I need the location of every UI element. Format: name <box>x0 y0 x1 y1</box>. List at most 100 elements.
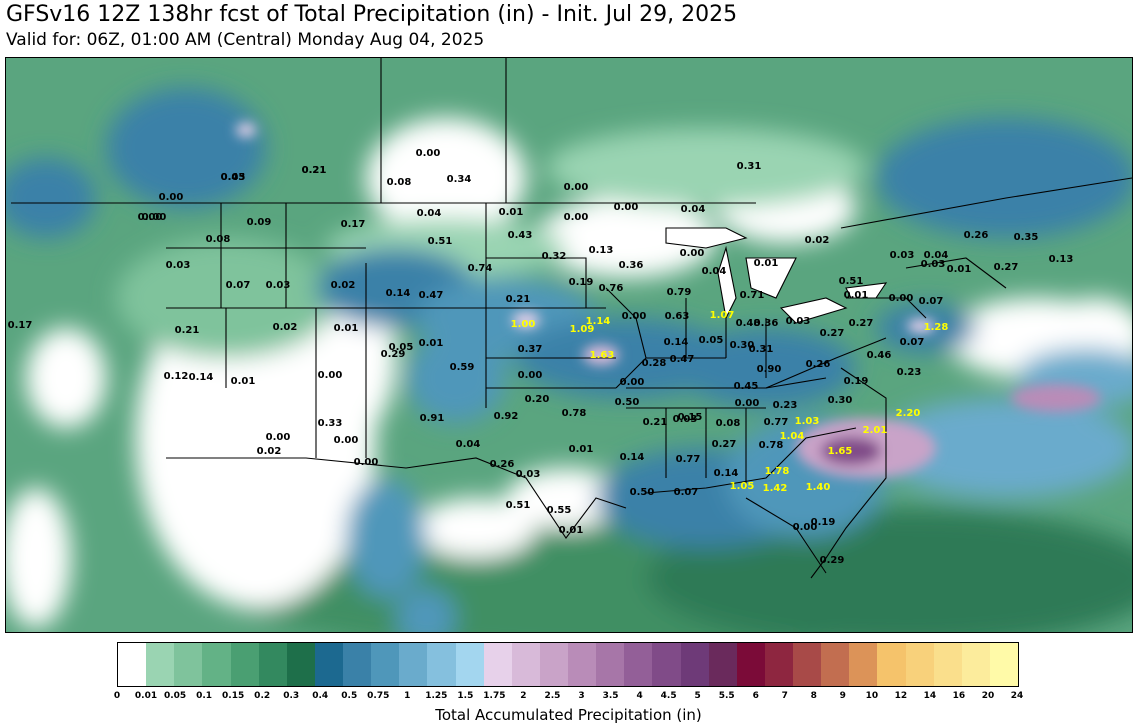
precip-value-label-highlight: 1.78 <box>765 466 790 477</box>
precip-value-label: 0.03 <box>921 259 946 270</box>
precip-value-label: 0.31 <box>749 344 774 355</box>
boundaries <box>11 58 1132 579</box>
colorbar-tick-label: 5.5 <box>718 691 735 701</box>
precip-value-label: 0.63 <box>665 311 690 322</box>
colorbar-label: Total Accumulated Precipitation (in) <box>435 706 702 724</box>
precip-value-label: 0.01 <box>334 323 359 334</box>
colorbar-tick-label: 0.2 <box>254 691 271 701</box>
map-title: GFSv16 12Z 138hr fcst of Total Precipita… <box>6 2 738 27</box>
precip-value-label: 0.23 <box>773 400 798 411</box>
precip-value-label: 0.12 <box>164 371 189 382</box>
precip-value-label: 0.00 <box>564 212 589 223</box>
precip-value-label: 0.01 <box>754 258 779 269</box>
precip-value-label-highlight: 1.40 <box>806 482 831 493</box>
precip-value-label: 0.35 <box>1014 232 1039 243</box>
precip-value-label: 0.21 <box>302 165 327 176</box>
precip-value-label: 0.00 <box>138 212 163 223</box>
precip-value-label: 0.02 <box>273 322 298 333</box>
map-canvas: 0.430.210.000.08 0.340.000.000.000.00 0.04… <box>6 58 1132 632</box>
colorbar-swatch <box>764 643 793 686</box>
colorbar-swatch <box>118 643 147 686</box>
precip-value-label: 0.14 <box>386 288 411 299</box>
precip-value-label: 0.14 <box>714 468 739 479</box>
colorbar-swatch <box>652 643 681 686</box>
colorbar-swatch <box>680 643 709 686</box>
colorbar-swatch <box>483 643 512 686</box>
precip-value-label-highlight: 1.07 <box>710 310 735 321</box>
precip-value-label: 0.29 <box>381 349 406 360</box>
precip-value-label: 0.21 <box>302 165 327 176</box>
precip-value-label: 0.07 <box>226 280 251 291</box>
colorbar-swatch <box>624 643 653 686</box>
precip-value-label: 0.02 <box>805 235 830 246</box>
colorbar-swatch <box>427 643 456 686</box>
colorbar-swatch <box>821 643 850 686</box>
colorbar-swatch <box>736 643 765 686</box>
precip-value-label: 0.47 <box>419 290 444 301</box>
precip-value-label-highlight: 1.09 <box>570 324 595 335</box>
precip-value-label: 0.01 <box>844 290 869 301</box>
colorbar-swatch <box>708 643 737 686</box>
colorbar-ticks: 0 0.01 0.05 0.1 0.15 0.2 0.3 0.4 0.5 0.75 1 1.25 1.5… <box>113 691 1023 703</box>
precip-value-label: 0.04 <box>456 439 481 450</box>
colorbar-swatch <box>933 643 962 686</box>
precip-value-label-highlight: 1.28 <box>924 322 949 333</box>
precip-value-label: 0.20 <box>525 394 550 405</box>
colorbar-tick-label: 24 <box>1010 691 1024 701</box>
precip-field <box>6 88 1132 632</box>
precip-value-label: 0.01 <box>231 376 256 387</box>
precip-value-label: 0.03 <box>890 250 915 261</box>
precip-value-label: 0.03 <box>786 316 811 327</box>
colorbar-swatch <box>146 643 175 686</box>
precip-value-label: 0.30 <box>730 340 755 351</box>
precip-value-label: 0.04 <box>702 266 727 277</box>
colorbar-tick-label: 9 <box>839 691 846 701</box>
precip-value-label: 0.00 <box>793 522 818 533</box>
precip-value-label: 0.17 <box>341 219 366 230</box>
colorbar-tick-label: 0.1 <box>196 691 213 701</box>
precip-value-label: 0.29 <box>820 555 845 566</box>
precip-value-label: 0.31 <box>737 161 762 172</box>
precip-value-label: 0.26 <box>964 230 989 241</box>
precip-value-label: 0.00 <box>889 293 914 304</box>
colorbar-tick-label: 12 <box>894 691 908 701</box>
precip-value-label: 0.55 <box>547 505 572 516</box>
precip-value-label: 0.76 <box>599 283 624 294</box>
colorbar-tick-label: 3.5 <box>602 691 619 701</box>
colorbar-tick-label: 16 <box>952 691 966 701</box>
precip-value-label-highlight: 1.00 <box>511 319 536 330</box>
colorbar-swatch <box>314 643 343 686</box>
precip-value-label: 0.91 <box>420 413 445 424</box>
precip-value-label: 0.08 <box>206 234 231 245</box>
colorbar-swatch <box>905 643 934 686</box>
precip-value-label: 0.00 <box>334 435 359 446</box>
precip-value-label: 0.01 <box>499 207 524 218</box>
colorbar <box>117 642 1019 687</box>
colorbar-tick-label: 0 <box>113 691 121 701</box>
precip-value-label: 0.00 <box>680 248 705 259</box>
precip-value-label: 0.04 <box>924 250 949 261</box>
colorbar-tick-label: 20 <box>981 691 995 701</box>
precip-value-label: 0.46 <box>867 350 892 361</box>
colorbar-swatch <box>989 643 1018 686</box>
colorbar-swatch <box>596 643 625 686</box>
precip-value-label: 0.00 <box>620 377 645 388</box>
precip-value-label: 0.00 <box>266 432 291 443</box>
precip-value-label: 0.21 <box>643 417 668 428</box>
colorbar-tick-label: 0.15 <box>222 691 245 701</box>
precip-value-label: 0.04 <box>417 208 442 219</box>
colorbar-swatch <box>202 643 231 686</box>
precip-value-label-highlight: 1.42 <box>763 483 788 494</box>
precip-value-label: 0.02 <box>331 280 356 291</box>
precip-value-label: 0.90 <box>757 364 782 375</box>
precip-value-label-highlight: 2.20 <box>896 408 921 419</box>
precip-value-label: 0.27 <box>712 439 737 450</box>
precipitation-map[interactable]: 0.43 0.21 0.00 0.08 0.34 0.00 0.00 0.00 0.00 0.04… <box>5 57 1133 633</box>
colorbar-swatch <box>174 643 203 686</box>
precip-value-label: 0.47 <box>670 354 695 365</box>
colorbar-swatch <box>343 643 372 686</box>
precip-value-label: 0.36 <box>754 318 779 329</box>
precip-value-label: 0.21 <box>175 325 200 336</box>
great-lakes <box>665 227 888 324</box>
precip-value-label: 0.05 <box>699 335 724 346</box>
